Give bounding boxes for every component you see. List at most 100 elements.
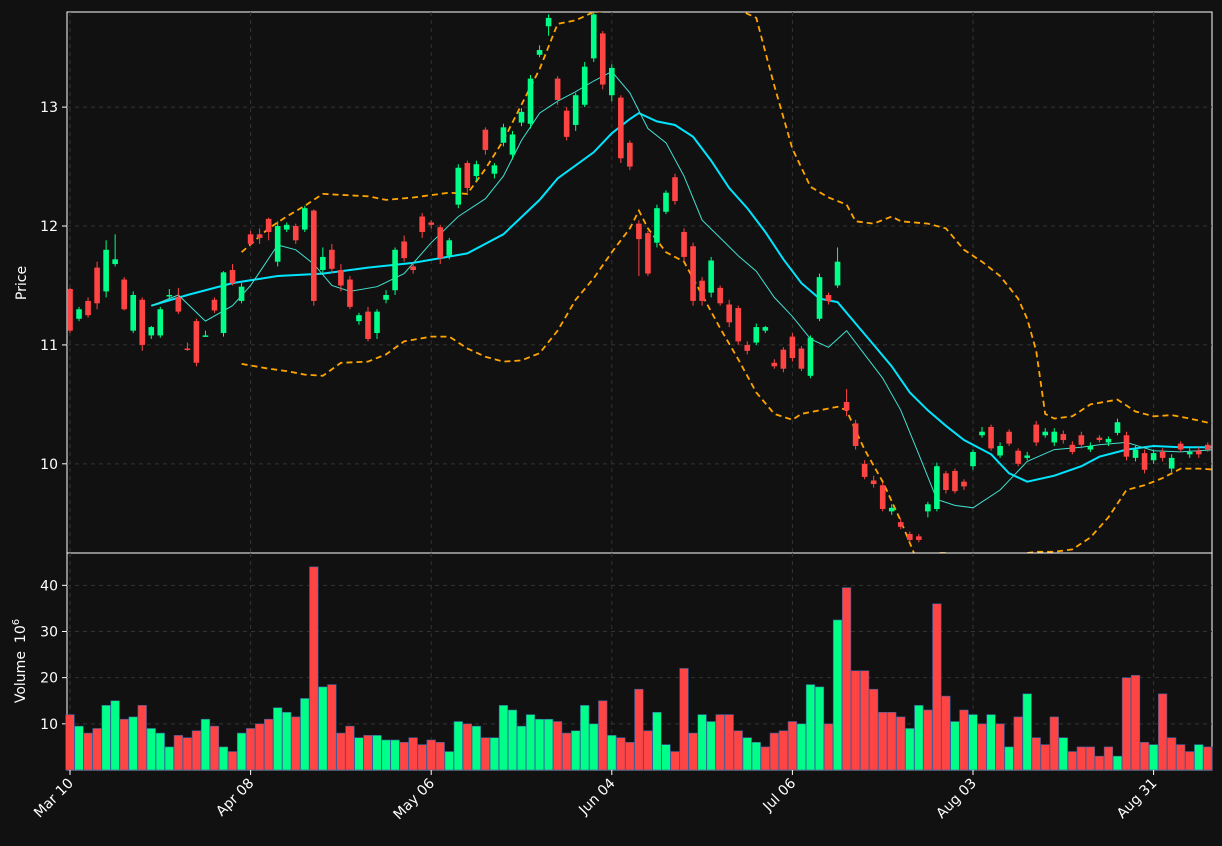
candle-body [681, 231, 687, 257]
candle-body [67, 289, 73, 331]
candle [609, 64, 615, 102]
volume-bar [182, 737, 192, 771]
candle [220, 271, 227, 337]
volume-multiplier-base: 10 [13, 625, 29, 643]
candle [311, 209, 317, 306]
candle-body [518, 111, 525, 123]
volume-bar [246, 728, 256, 771]
candle [563, 107, 570, 141]
candle [356, 312, 362, 325]
candle-body [988, 426, 994, 449]
candle [320, 247, 326, 274]
volume-bar [679, 668, 689, 771]
volume-bar [769, 732, 779, 771]
volume-bar [733, 730, 743, 771]
candle-body [581, 66, 588, 105]
candle-body [1204, 444, 1211, 450]
candle [834, 247, 841, 288]
volume-bar [146, 728, 156, 771]
candle-body [392, 249, 398, 291]
candle-body [1051, 431, 1058, 443]
candle [825, 292, 832, 305]
candle [581, 61, 588, 108]
candle-body [419, 216, 425, 232]
candle [762, 325, 769, 334]
volume-bar [742, 737, 752, 771]
volume-bar [390, 739, 400, 771]
volume-bar [1194, 744, 1204, 771]
volume-bar [480, 737, 490, 771]
candle-body [112, 259, 118, 265]
candle-body [121, 279, 127, 310]
volume-bar [796, 723, 807, 771]
volume-bar [264, 718, 274, 771]
candle-body [1024, 455, 1030, 458]
candle [708, 256, 714, 298]
volume-bar [661, 744, 671, 771]
price-tick-label: 12 [40, 219, 58, 235]
candle-body [455, 167, 462, 205]
candle [970, 449, 976, 470]
candle [1141, 449, 1148, 474]
volume-bar [887, 711, 897, 771]
price-tick-label: 11 [40, 338, 58, 354]
volume-bar [616, 737, 626, 771]
candle-body [1069, 444, 1076, 452]
volume-bar [1085, 746, 1095, 771]
volume-bar [851, 670, 861, 771]
candle-body [1141, 453, 1148, 470]
candle [94, 261, 100, 310]
candle [753, 323, 760, 345]
volume-bar [426, 739, 436, 771]
volume-bar [932, 603, 942, 771]
candle-body [103, 249, 109, 292]
candle [1015, 448, 1021, 467]
candle [419, 212, 425, 238]
candle [536, 45, 543, 58]
candle-body [220, 272, 227, 334]
candle [383, 290, 389, 304]
volume-bar [525, 714, 536, 771]
volume-bar [1176, 744, 1186, 771]
candle [112, 234, 118, 267]
volume-bar [209, 725, 220, 771]
candle-body [690, 246, 696, 301]
volume-bar [688, 732, 698, 771]
volume-bar [607, 735, 617, 771]
candle [554, 76, 561, 105]
volume-bar [83, 732, 93, 771]
candle [491, 163, 498, 179]
candle [735, 305, 742, 345]
candle-body [527, 78, 534, 124]
candle [879, 482, 886, 512]
volume-bar [562, 732, 572, 771]
candle [392, 247, 398, 295]
volume-bar [823, 723, 834, 771]
volume-bar [598, 700, 608, 771]
volume-bar [1031, 737, 1041, 771]
volume-bar [580, 705, 590, 771]
volume-bar [1112, 755, 1123, 771]
volume-bar [444, 751, 454, 771]
candle [166, 289, 173, 300]
candle [798, 346, 805, 372]
candle [103, 240, 109, 298]
candle-body [1006, 431, 1012, 444]
candle [1186, 448, 1193, 458]
candle-body [717, 287, 723, 304]
candle-body [410, 266, 416, 271]
candle [482, 127, 489, 155]
candle-body [202, 335, 209, 337]
candle-body [482, 129, 489, 150]
candle [283, 222, 290, 232]
candle [265, 217, 272, 241]
volume-bar [1094, 755, 1105, 771]
volume-bar [832, 619, 843, 771]
volume-bar [706, 721, 716, 771]
volume-bar [200, 718, 211, 771]
candle [572, 92, 579, 131]
candle-body [997, 445, 1003, 456]
candle [861, 460, 868, 480]
candle [1114, 418, 1121, 436]
candle [338, 264, 344, 292]
